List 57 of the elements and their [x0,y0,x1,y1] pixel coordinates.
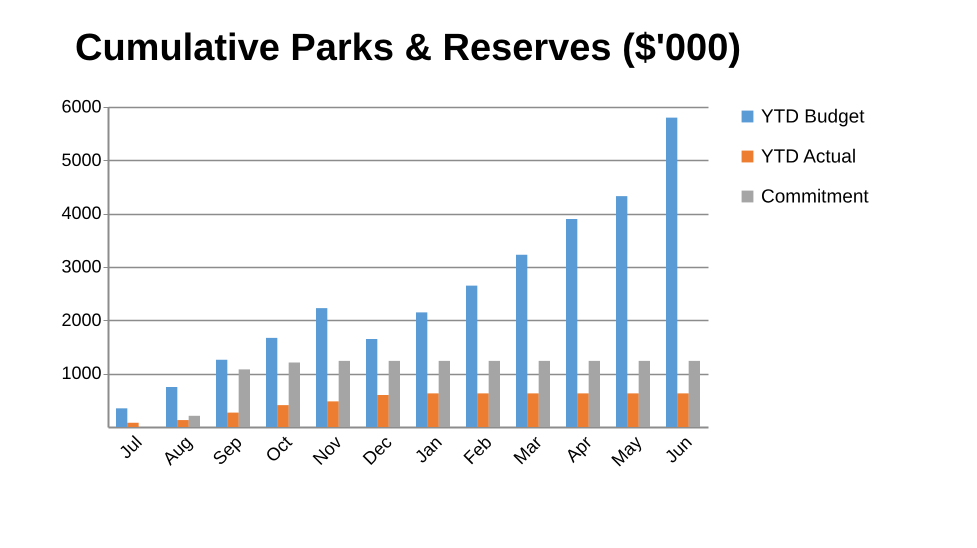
bar [188,416,200,427]
bar [127,422,139,427]
legend-label: Commitment [761,186,870,208]
bar [488,360,500,427]
x-tick-label: May [608,432,646,470]
bar [227,412,239,427]
bar [416,312,428,427]
y-tick-label: 3000 [61,256,102,276]
y-tick-label: 6000 [61,96,102,116]
bar [177,420,189,427]
x-tick-label: Dec [358,432,396,469]
bar [516,254,528,427]
y-tick-label: 5000 [61,150,102,170]
x-tick-label: Sep [208,432,246,469]
x-tick-label: Nov [308,432,346,469]
bar [666,118,678,427]
bar [316,308,328,427]
y-tick-label: 1000 [61,363,102,384]
bar [216,360,228,427]
bar [466,286,478,427]
x-tick-label: Jun [661,432,696,467]
bar [677,393,689,427]
bar [277,405,289,427]
bar [427,393,439,427]
chart-title: Cumulative Parks & Reserves ($'000) [75,27,741,69]
bar [538,360,550,427]
bar [438,360,450,427]
bar [377,395,389,427]
x-tick-label: Oct [262,432,296,466]
x-tick-label: Mar [510,432,546,468]
bar [577,393,589,427]
bar [366,339,378,427]
y-tick-label: 4000 [61,203,102,224]
bar [477,393,489,427]
legend-label: YTD Actual [761,146,856,168]
bar [588,360,600,427]
bar [566,219,578,427]
bar [527,393,539,427]
bar [238,369,250,427]
bar [116,408,128,427]
bar [627,393,639,427]
y-tick-label: 2000 [61,310,102,330]
bar [327,401,339,427]
bar [266,338,278,427]
x-tick-label: Apr [562,432,596,466]
bar [338,360,350,427]
bar [688,360,700,427]
bar [388,360,400,427]
bar [288,362,300,427]
bar [638,360,650,427]
legend-label: YTD Budget [761,106,866,128]
x-tick-label: Jul [115,432,146,462]
x-tick-label: Feb [460,432,496,468]
bar [616,196,628,427]
bar [166,387,178,427]
x-tick-label: Jan [411,432,446,467]
x-tick-label: Aug [158,432,196,469]
